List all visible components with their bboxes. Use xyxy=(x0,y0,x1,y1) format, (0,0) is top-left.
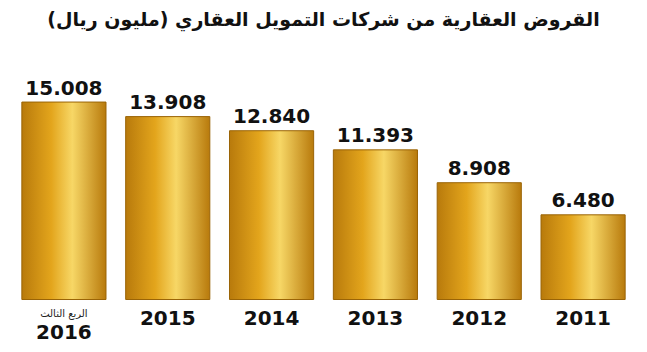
svg-text:6.480: 6.480 xyxy=(551,188,614,212)
svg-text:2015: 2015 xyxy=(140,306,196,330)
svg-text:8.908: 8.908 xyxy=(448,156,511,180)
svg-text:القروض العقارية من شركات التمو: القروض العقارية من شركات التمويل العقاري… xyxy=(47,8,599,32)
svg-text:15.008: 15.008 xyxy=(25,76,102,100)
svg-text:2014: 2014 xyxy=(244,306,300,330)
svg-text:12.840: 12.840 xyxy=(233,104,310,128)
svg-text:13.908: 13.908 xyxy=(129,90,206,114)
svg-text:11.393: 11.393 xyxy=(337,123,414,147)
svg-text:2013: 2013 xyxy=(348,306,404,330)
svg-text:2011: 2011 xyxy=(555,306,611,330)
svg-text:2012: 2012 xyxy=(451,306,507,330)
svg-text:2016: 2016 xyxy=(36,320,92,344)
svg-text:الربع الثالث: الربع الثالث xyxy=(40,308,87,320)
